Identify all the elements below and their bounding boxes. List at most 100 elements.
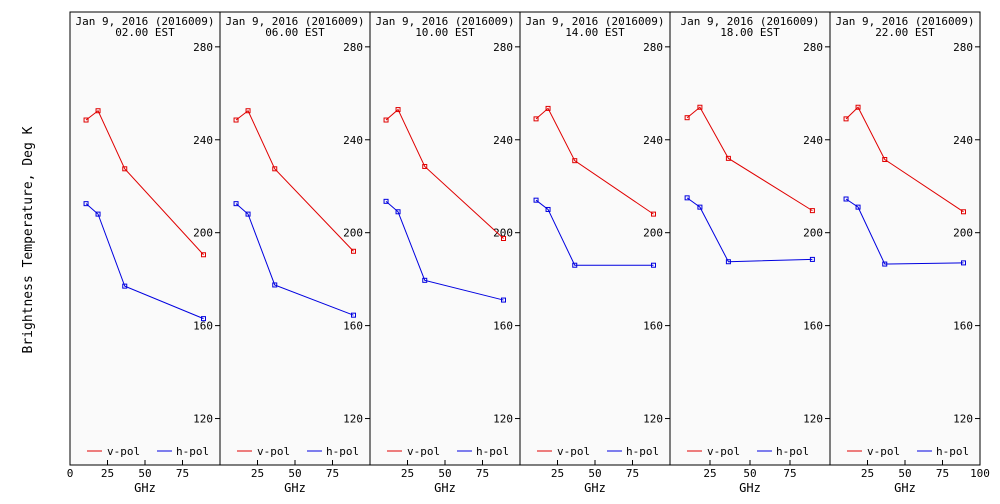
panel-2-v-pol-line — [235, 109, 354, 252]
panel-3-frame — [369, 11, 521, 466]
panel-3-h-pol-line — [385, 200, 504, 301]
panel-3-x-tick-label-50: 50 — [438, 467, 451, 480]
panel-2-y-tick-label-280: 280 — [343, 41, 363, 54]
panel-5-y-tick-label-240: 240 — [803, 134, 823, 147]
panel-2-legend-v-pol-label: v-pol — [257, 445, 290, 458]
panel-1-v-pol-point-2 — [95, 108, 101, 114]
panel-4-v-pol-point-1 — [533, 116, 539, 122]
panel-4-h-pol-point-3 — [572, 262, 578, 268]
panel-1-x-axis-label: GHz — [134, 481, 156, 495]
panel-2-v-pol-point-2 — [245, 108, 251, 114]
panel-1-y-tick-label-240: 240 — [193, 134, 213, 147]
panel-1-legend-h-pol-label: h-pol — [176, 445, 209, 458]
panel-4-h-pol-point-4 — [651, 262, 656, 268]
panel-4-v-pol-point-4 — [651, 211, 656, 217]
panel-1-title-time: 02.00 EST — [115, 26, 175, 39]
panel-1-v-pol-point-3 — [122, 166, 128, 172]
panel-4-y-tick-label-200: 200 — [643, 227, 663, 240]
panel-5-v-pol-point-3 — [725, 155, 731, 161]
panel-3-x-tick-label-75: 75 — [476, 467, 489, 480]
panel-6-h-pol-point-1 — [843, 196, 849, 202]
panel-1-h-pol-point-2 — [95, 211, 101, 217]
panel-5-title-date: Jan 9, 2016 (2016009) — [680, 15, 819, 28]
panel-6-frame — [829, 11, 981, 466]
panel-6-h-pol-point-3 — [882, 261, 888, 267]
panel-2-v-pol-point-4 — [351, 248, 356, 254]
panel-2-x-tick-label-25: 25 — [251, 467, 264, 480]
panel-2-x-axis-label: GHz — [284, 481, 306, 495]
panel-6-y-tick-label-160: 160 — [953, 320, 973, 333]
panel-1-y-tick-label-200: 200 — [193, 227, 213, 240]
panel-1-h-pol-point-4 — [201, 316, 206, 322]
panel-4-x-tick-label-25: 25 — [551, 467, 564, 480]
panel-6-x-tick-label-75: 75 — [936, 467, 949, 480]
panel-4-x-tick-label-50: 50 — [588, 467, 601, 480]
panel-2-title-time: 06.00 EST — [265, 26, 325, 39]
panel-6-title-time: 22.00 EST — [875, 26, 935, 39]
panel-5-frame — [669, 11, 831, 466]
panel-3-h-pol-point-4 — [501, 297, 506, 303]
panel-2-y-tick-label-160: 160 — [343, 320, 363, 333]
panel-4-v-pol-line — [535, 107, 654, 215]
panel-2-x-tick-label-75: 75 — [326, 467, 339, 480]
panel-2-frame — [219, 11, 371, 466]
panel-4-h-pol-point-2 — [545, 206, 551, 212]
panel-3-v-pol-point-1 — [383, 117, 389, 123]
panel-5-title-time: 18.00 EST — [720, 26, 780, 39]
panel-4-v-pol-point-3 — [572, 158, 578, 164]
panel-5-h-pol-line — [686, 197, 813, 263]
panel-2-y-tick-label-240: 240 — [343, 134, 363, 147]
panel-3-title-date: Jan 9, 2016 (2016009) — [375, 15, 514, 28]
panel-6-v-pol-line — [845, 106, 964, 213]
panel-2-h-pol-line — [235, 203, 354, 316]
panel-6-legend-h-pol-label: h-pol — [936, 445, 969, 458]
panel-5-legend-v-pol-label: v-pol — [707, 445, 740, 458]
panel-2-v-pol-point-1 — [233, 117, 239, 123]
y-axis-label: Brightness Temperature, Deg K — [21, 126, 36, 353]
panel-6-y-tick-label-200: 200 — [953, 227, 973, 240]
panel-4-y-tick-label-160: 160 — [643, 320, 663, 333]
panel-3-y-tick-label-200: 200 — [493, 227, 513, 240]
panel-3-y-tick-label-160: 160 — [493, 320, 513, 333]
panel-5-y-tick-label-280: 280 — [803, 41, 823, 54]
panel-2-h-pol-point-1 — [233, 201, 239, 207]
panel-5-h-pol-point-3 — [725, 259, 731, 265]
panel-1-h-pol-point-3 — [122, 283, 128, 289]
panel-1-frame — [69, 11, 221, 466]
panel-6-v-pol-point-3 — [882, 157, 888, 163]
panel-5-x-axis-label: GHz — [739, 481, 761, 495]
panel-3-x-axis-label: GHz — [434, 481, 456, 495]
panel-5-y-tick-label-160: 160 — [803, 320, 823, 333]
panel-5-x-tick-label-75: 75 — [783, 467, 796, 480]
panel-5-v-pol-point-1 — [684, 115, 690, 121]
panel-3-h-pol-point-2 — [395, 209, 401, 215]
panel-3-legend-h-pol-label: h-pol — [476, 445, 509, 458]
panel-6-x-tick-label-100: 100 — [970, 467, 990, 480]
panel-1-v-pol-point-4 — [201, 252, 206, 258]
panel-4-title-time: 14.00 EST — [565, 26, 625, 39]
panel-3-v-pol-line — [385, 108, 504, 239]
panel-1-legend-v-pol-label: v-pol — [107, 445, 140, 458]
panel-6-title-date: Jan 9, 2016 (2016009) — [835, 15, 974, 28]
panel-4-y-tick-label-120: 120 — [643, 413, 663, 426]
panel-5-h-pol-point-1 — [684, 195, 690, 201]
panel-2-h-pol-point-3 — [272, 282, 278, 288]
panel-2-y-tick-label-120: 120 — [343, 413, 363, 426]
panel-3-y-tick-label-240: 240 — [493, 134, 513, 147]
panel-3-h-pol-point-3 — [422, 277, 428, 283]
panel-6-h-pol-line — [845, 198, 964, 265]
panel-3-h-pol-point-1 — [383, 198, 389, 204]
panel-1-h-pol-point-1 — [83, 201, 89, 207]
panel-5-x-tick-label-50: 50 — [743, 467, 756, 480]
panel-1-x-tick-label-25: 25 — [101, 467, 114, 480]
panel-2-y-tick-label-200: 200 — [343, 227, 363, 240]
panel-2-h-pol-point-2 — [245, 211, 251, 217]
panel-5-h-pol-point-2 — [697, 204, 703, 210]
panel-2-h-pol-point-4 — [351, 312, 356, 318]
panel-3-title-time: 10.00 EST — [415, 26, 475, 39]
panel-5-v-pol-point-4 — [809, 208, 815, 214]
panel-6-y-tick-label-280: 280 — [953, 41, 973, 54]
panel-1-title-date: Jan 9, 2016 (2016009) — [75, 15, 214, 28]
panel-3-x-tick-label-25: 25 — [401, 467, 414, 480]
